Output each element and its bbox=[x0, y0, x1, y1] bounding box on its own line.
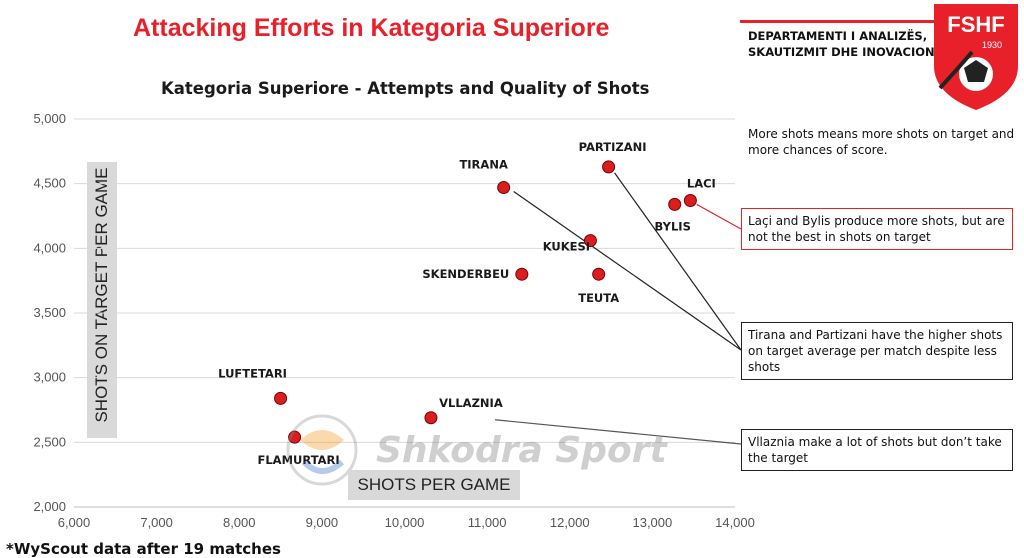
data-point-bylis bbox=[668, 197, 682, 211]
department-line-2: SKAUTIZMIT DHE INOVACIONIT bbox=[748, 45, 947, 59]
note-vllaznia: Vllaznia make a lot of shots but don’t t… bbox=[741, 429, 1013, 471]
x-tick-label: 6,000 bbox=[58, 515, 91, 530]
x-tick-label: 7,000 bbox=[140, 515, 173, 530]
point-label-partizani: PARTIZANI bbox=[579, 140, 647, 154]
x-tick-label: 13,000 bbox=[632, 515, 672, 530]
fshf-logo: FSHF 1930 bbox=[934, 4, 1018, 110]
point-label-vllaznia: VLLAZNIA bbox=[439, 396, 503, 410]
x-tick-label: 10,000 bbox=[385, 515, 425, 530]
connector-bylis bbox=[696, 203, 742, 230]
y-tick-label: 3,500 bbox=[33, 305, 66, 320]
data-point-kukesi bbox=[583, 234, 597, 248]
annotation-connectors bbox=[494, 172, 742, 445]
x-tick-label: 12,000 bbox=[550, 515, 590, 530]
note-tirana-partizani: Tirana and Partizani have the higher sho… bbox=[741, 322, 1013, 380]
y-tick-label: 4,000 bbox=[33, 240, 66, 255]
y-tick-label: 5,000 bbox=[33, 111, 66, 126]
watermark-text: Shkodra Sport bbox=[376, 430, 668, 471]
connector-partizani bbox=[614, 172, 742, 351]
x-tick-labels: 6,000 7,000 8,000 9,000 10,000 11,000 12,000 13… bbox=[58, 515, 755, 530]
grid-lines bbox=[74, 118, 735, 508]
note-laci-bylis: Laçi and Bylis produce more shots, but a… bbox=[741, 208, 1013, 250]
connector-tirana bbox=[513, 191, 742, 351]
data-point-flamurtari bbox=[288, 430, 302, 444]
x-tick-label: 8,000 bbox=[223, 515, 256, 530]
y-axis-label-box: SHOTS ON TARGET PER GAME bbox=[87, 162, 117, 438]
note-general: More shots means more shots on target an… bbox=[748, 127, 1015, 157]
point-label-tirana: TIRANA bbox=[459, 158, 508, 172]
main-title: Attacking Efforts in Kategoria Superiore bbox=[133, 14, 610, 42]
y-tick-label: 3,000 bbox=[33, 370, 66, 385]
data-point-tirana bbox=[497, 181, 511, 195]
data-point-vllaznia bbox=[424, 411, 438, 425]
x-tick-label: 9,000 bbox=[306, 515, 339, 530]
x-tick-label: 11,000 bbox=[468, 515, 507, 530]
connector-vllaznia bbox=[494, 419, 742, 445]
point-label-skenderbeu: SKENDERBEU bbox=[422, 267, 509, 281]
data-point-teuta bbox=[592, 267, 606, 281]
footnote: *WyScout data after 19 matches bbox=[6, 540, 281, 558]
y-tick-labels: 2,000 2,500 3,000 3,500 4,000 4,500 5,000 bbox=[33, 111, 66, 514]
point-label-bylis: BYLIS bbox=[655, 219, 691, 233]
point-label-laci: LACI bbox=[687, 176, 716, 190]
logo-text: FSHF bbox=[947, 12, 1004, 37]
y-tick-label: 4,500 bbox=[33, 176, 66, 191]
x-axis-label: SHOTS PER GAME bbox=[348, 470, 520, 500]
watermark: Shkodra Sport bbox=[286, 414, 668, 486]
data-points bbox=[274, 160, 697, 444]
department-rule bbox=[740, 20, 935, 23]
logo-year: 1930 bbox=[982, 40, 1002, 50]
point-labels: PARTIZANI TIRANA LACI BYLIS KUKESI SKENDERBEU… bbox=[218, 140, 716, 467]
data-point-laci bbox=[683, 193, 697, 207]
point-label-flamurtari: FLAMURTARI bbox=[258, 453, 340, 467]
data-point-skenderbeu bbox=[515, 267, 529, 281]
point-label-luftetari: LUFTETARI bbox=[218, 366, 287, 380]
x-tick-label: 14,000 bbox=[715, 515, 755, 530]
y-tick-label: 2,000 bbox=[33, 499, 66, 514]
data-point-partizani bbox=[602, 160, 616, 174]
department-name: DEPARTAMENTI I ANALIZËS, SKAUTIZMIT DHE … bbox=[748, 28, 947, 60]
point-label-teuta: TEUTA bbox=[578, 291, 619, 305]
chart-title: Kategoria Superiore - Attempts and Quali… bbox=[161, 79, 650, 98]
data-point-luftetari bbox=[274, 391, 288, 405]
y-tick-label: 2,500 bbox=[33, 434, 66, 449]
department-line-1: DEPARTAMENTI I ANALIZËS, bbox=[748, 29, 928, 43]
point-label-kukesi: KUKESI bbox=[543, 240, 590, 254]
